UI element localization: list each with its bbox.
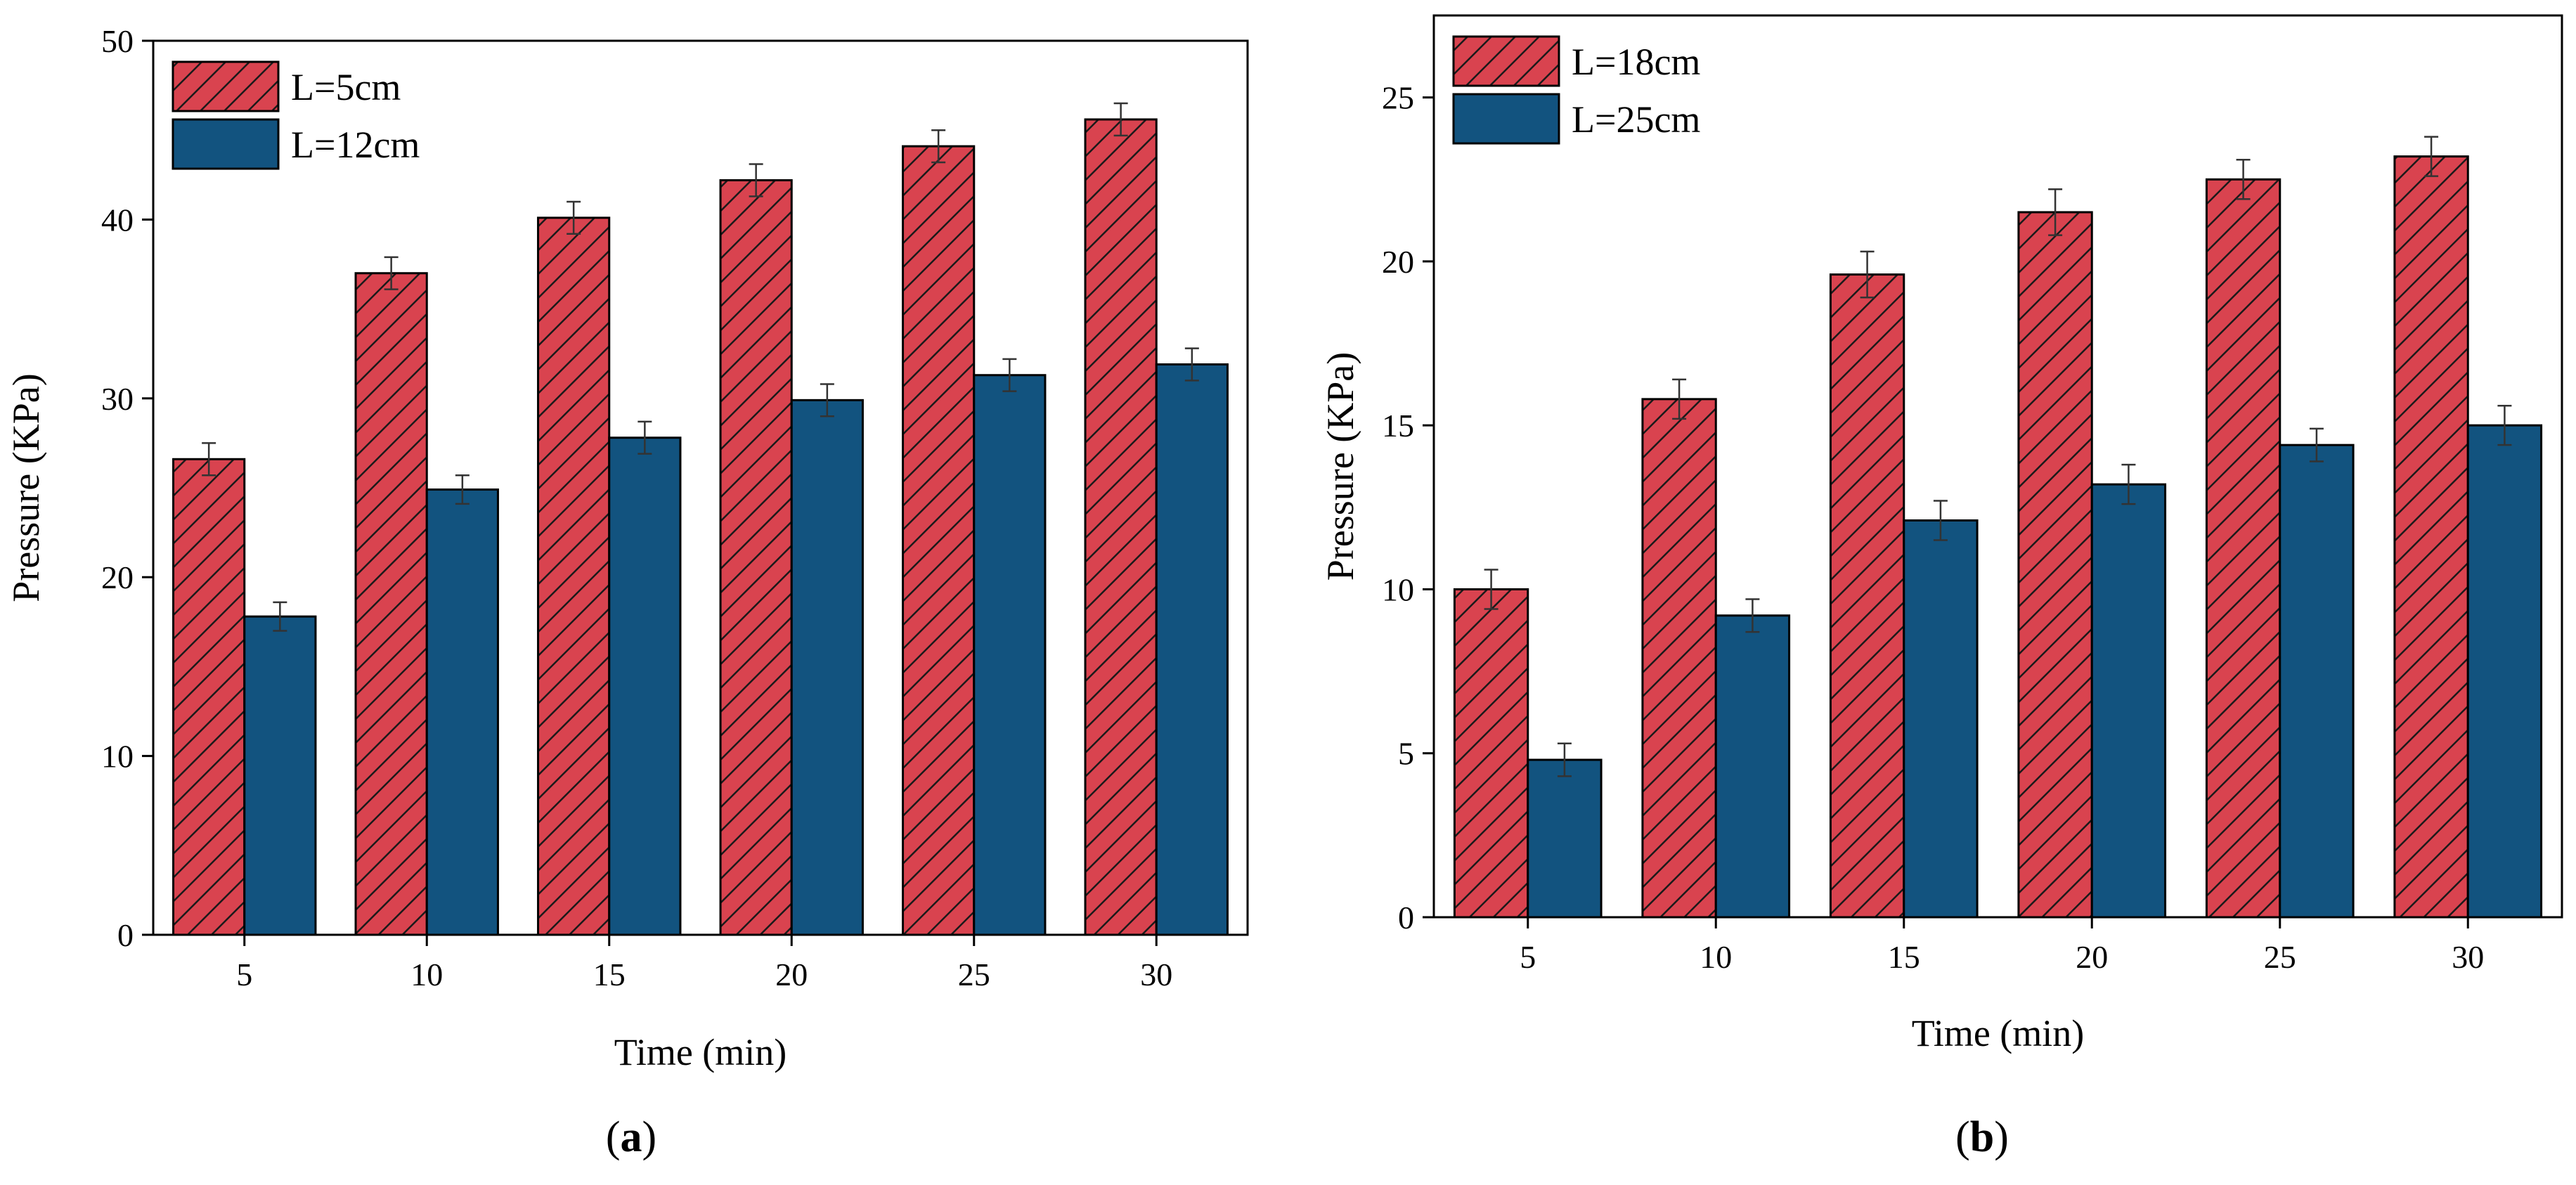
bar-L=12cm-30 bbox=[1155, 363, 1229, 936]
error-bar bbox=[1113, 102, 1128, 137]
error-bar bbox=[2048, 188, 2063, 236]
panel-letter: a bbox=[621, 1113, 642, 1161]
error-bar bbox=[1745, 598, 1760, 633]
y-tick-label: 20 bbox=[1382, 244, 1414, 280]
error-bar bbox=[1672, 378, 1687, 420]
y-tick-label: 50 bbox=[101, 23, 134, 59]
error-bar bbox=[1484, 569, 1499, 610]
x-tick-label: 25 bbox=[2264, 939, 2296, 975]
y-tick-label: 20 bbox=[101, 559, 134, 595]
bar-L=5cm-25 bbox=[902, 145, 976, 936]
x-tick-label: 5 bbox=[236, 957, 252, 992]
x-tick-label: 10 bbox=[1700, 939, 1732, 975]
bar-L=5cm-10 bbox=[354, 272, 428, 936]
error-bar bbox=[2309, 427, 2324, 462]
x-tick-label: 20 bbox=[2076, 939, 2108, 975]
y-tick-label: 10 bbox=[101, 739, 134, 775]
chart-panel-a: 0 10 20 30 40 50 5 10 15 20 25 30 Time (min) Pressure… bbox=[5, 23, 1249, 1161]
plot-frame bbox=[1432, 14, 2563, 919]
y-tick-label: 5 bbox=[1398, 736, 1414, 772]
error-bar bbox=[2424, 136, 2439, 177]
x-tick-label: 30 bbox=[2452, 939, 2484, 975]
legend-label: L=5cm bbox=[291, 66, 401, 108]
bar-L=5cm-15 bbox=[537, 216, 611, 936]
bar-L=25cm-10 bbox=[1714, 614, 1791, 919]
x-tick-label: 10 bbox=[410, 957, 443, 992]
bar-L=12cm-15 bbox=[608, 436, 682, 936]
y-tick-label: 0 bbox=[1398, 900, 1414, 935]
x-tick-label: 20 bbox=[775, 957, 808, 992]
plot-frame bbox=[152, 39, 1249, 936]
y-tick-label: 40 bbox=[101, 202, 134, 238]
x-tick-label: 15 bbox=[1888, 939, 1920, 975]
x-tick-label: 25 bbox=[958, 957, 990, 992]
x-tick-label: 30 bbox=[1140, 957, 1172, 992]
x-tick-label: 15 bbox=[593, 957, 626, 992]
error-bar bbox=[2497, 404, 2512, 446]
bar-L=5cm-5 bbox=[172, 458, 246, 936]
legend-swatch bbox=[171, 60, 280, 112]
y-tick-label: 15 bbox=[1382, 408, 1414, 443]
bar-L=18cm-10 bbox=[1641, 398, 1717, 919]
legend-swatch bbox=[1452, 35, 1560, 87]
error-bar bbox=[1002, 358, 1017, 392]
bar-L=12cm-5 bbox=[243, 615, 317, 936]
error-bar bbox=[567, 200, 581, 235]
error-bar bbox=[273, 601, 287, 632]
panel-letter: b bbox=[1970, 1113, 1994, 1161]
bar-L=5cm-30 bbox=[1084, 118, 1158, 936]
error-bar bbox=[1860, 250, 1875, 299]
x-axis-title: Time (min) bbox=[614, 1031, 787, 1073]
error-bar bbox=[931, 129, 946, 164]
error-bar bbox=[749, 163, 763, 198]
legend-label: L=18cm bbox=[1572, 41, 1700, 83]
bar-L=25cm-25 bbox=[2279, 443, 2355, 919]
error-bar bbox=[202, 442, 216, 477]
bar-L=18cm-25 bbox=[2205, 178, 2281, 919]
bar-L=18cm-30 bbox=[2393, 155, 2469, 919]
y-tick-label: 25 bbox=[1382, 80, 1414, 116]
bar-L=18cm-20 bbox=[2017, 211, 2093, 919]
bar-L=5cm-20 bbox=[719, 179, 793, 936]
error-bar bbox=[2236, 159, 2251, 200]
error-bar bbox=[2121, 463, 2136, 505]
bar-L=12cm-20 bbox=[790, 399, 864, 936]
bar-L=25cm-5 bbox=[1527, 758, 1603, 919]
y-tick-label: 0 bbox=[117, 917, 134, 953]
y-axis-title: Pressure (KPa) bbox=[5, 373, 47, 602]
error-bar bbox=[455, 474, 470, 505]
error-bar bbox=[637, 420, 652, 455]
bar-L=25cm-15 bbox=[1903, 519, 1979, 919]
legend-swatch bbox=[171, 118, 280, 170]
y-tick-label: 30 bbox=[101, 381, 134, 417]
bar-L=18cm-5 bbox=[1453, 588, 1529, 919]
bar-L=12cm-10 bbox=[425, 488, 499, 936]
chart-panel-b: 0 5 10 15 20 25 5 10 15 20 25 30 Time (min) Pressure … bbox=[1319, 14, 2563, 1161]
panel-label: (a) bbox=[606, 1113, 656, 1161]
legend-label: L=25cm bbox=[1572, 98, 1700, 141]
panel-label: (b) bbox=[1955, 1113, 2009, 1161]
error-bar bbox=[1557, 742, 1572, 777]
x-axis-title: Time (min) bbox=[1912, 1012, 2085, 1054]
bar-L=12cm-25 bbox=[973, 374, 1047, 936]
error-bar bbox=[1184, 347, 1199, 382]
bar-L=18cm-15 bbox=[1829, 273, 1905, 919]
y-tick-label: 10 bbox=[1382, 571, 1414, 607]
x-tick-label: 5 bbox=[1520, 939, 1536, 975]
bar-L=25cm-20 bbox=[2090, 483, 2167, 919]
y-axis-title: Pressure (KPa) bbox=[1319, 352, 1361, 581]
error-bar bbox=[820, 383, 834, 417]
legend: L=18cm L=25cm bbox=[1452, 35, 1700, 145]
legend-label: L=12cm bbox=[291, 124, 420, 166]
error-bar bbox=[384, 256, 399, 290]
legend-swatch bbox=[1452, 93, 1560, 145]
bar-L=25cm-30 bbox=[2466, 424, 2543, 919]
error-bar bbox=[1933, 500, 1948, 541]
legend: L=5cm L=12cm bbox=[171, 60, 420, 170]
